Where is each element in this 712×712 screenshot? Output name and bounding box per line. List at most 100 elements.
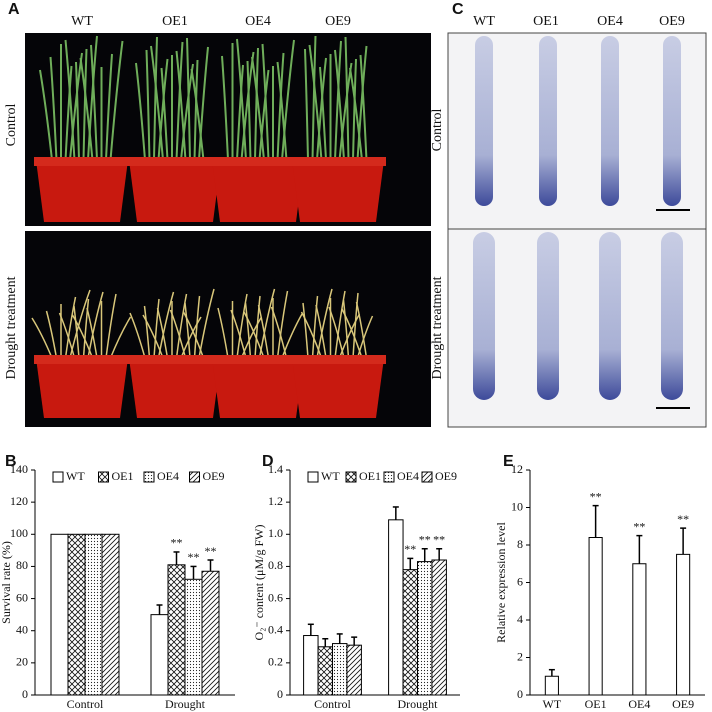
- leaf: [316, 57, 327, 161]
- leaf: [160, 67, 169, 161]
- leaf: [304, 48, 309, 161]
- leaf: [334, 40, 342, 161]
- leaf: [344, 36, 350, 161]
- row-label: Control: [430, 109, 445, 152]
- leaf: [257, 304, 270, 359]
- leaf: [258, 69, 270, 161]
- y-tick-label: 10: [511, 499, 523, 513]
- leaf: [105, 53, 113, 161]
- leaf: [186, 37, 191, 161]
- root: [473, 232, 495, 400]
- y-tick-label: 80: [16, 558, 28, 572]
- leaf: [75, 61, 80, 161]
- bar: [167, 564, 186, 696]
- leaf: [236, 38, 247, 161]
- y-tick-label: 12: [511, 462, 523, 476]
- y-tick-label: 6: [517, 574, 523, 588]
- annotation: **: [188, 550, 200, 564]
- pot: [292, 358, 384, 418]
- legend-label: WT: [66, 469, 85, 483]
- y-tick-label: 0: [22, 687, 28, 701]
- legend-swatch: [98, 471, 109, 483]
- leaf: [109, 40, 124, 161]
- legend-label: OE9: [203, 469, 225, 483]
- leaf: [71, 314, 94, 359]
- y-tick-label: 0: [517, 687, 523, 701]
- root: [539, 36, 557, 206]
- leaf: [236, 293, 248, 359]
- column-label: OE1: [533, 14, 559, 29]
- column-label: OE4: [245, 14, 271, 29]
- leaf: [145, 49, 151, 161]
- column-label: WT: [473, 14, 495, 29]
- x-tick-label: Control: [67, 697, 104, 711]
- root: [537, 232, 559, 400]
- x-tick-label: Drought: [165, 697, 206, 711]
- x-tick-label: Control: [314, 697, 351, 711]
- leaf: [39, 69, 53, 161]
- bar: [332, 643, 348, 696]
- leaf: [129, 312, 146, 359]
- leaf: [64, 39, 76, 161]
- y-tick-label: 1.2: [268, 494, 283, 508]
- leaf: [356, 315, 374, 359]
- leaf: [79, 57, 94, 161]
- pot: [292, 160, 384, 222]
- y-tick-label: 0.6: [268, 590, 283, 604]
- legend-swatch: [345, 471, 357, 483]
- y-tick-label: 40: [16, 622, 28, 636]
- leaf: [338, 313, 361, 359]
- leaf: [45, 310, 58, 359]
- panel-label: C: [452, 1, 464, 18]
- leaf: [193, 295, 201, 359]
- leaf: [64, 65, 73, 161]
- pot-rim: [290, 157, 386, 166]
- leaf: [184, 302, 191, 359]
- y-axis-label: Relative expression level: [494, 522, 508, 643]
- pot: [36, 358, 128, 418]
- panel-label: E: [503, 453, 514, 470]
- legend-label: OE4: [397, 469, 419, 483]
- leaf: [254, 295, 261, 359]
- leaf: [230, 309, 247, 359]
- pot-rim: [210, 157, 306, 166]
- leaf: [182, 311, 205, 359]
- y-tick-label: 1.0: [268, 526, 283, 540]
- legend-label: OE1: [359, 469, 381, 483]
- panel-label: B: [5, 453, 17, 470]
- y-tick-label: 0.2: [268, 655, 283, 669]
- pot: [129, 160, 221, 222]
- leaf: [31, 317, 53, 359]
- x-tick-label: Drought: [398, 697, 439, 711]
- bar: [431, 559, 447, 696]
- bar: [402, 569, 418, 696]
- y-tick-label: 8: [517, 537, 523, 551]
- leaf: [251, 56, 265, 161]
- leaf: [109, 316, 132, 359]
- y-tick-label: 0: [277, 687, 283, 701]
- leaf: [319, 66, 327, 161]
- leaf: [308, 44, 323, 161]
- pot: [129, 358, 221, 418]
- leaf: [261, 43, 270, 161]
- y-tick-label: 60: [16, 590, 28, 604]
- plants: [31, 35, 386, 418]
- column-label: OE9: [659, 14, 685, 29]
- leaf: [153, 298, 160, 359]
- leaf: [300, 311, 323, 359]
- leaf: [240, 316, 263, 359]
- leaf: [236, 64, 244, 161]
- y-tick-label: 0.4: [268, 622, 283, 636]
- leaf: [175, 50, 187, 161]
- leaf: [143, 305, 151, 359]
- leaf: [156, 307, 169, 359]
- leaf: [73, 305, 80, 359]
- legend-label: WT: [321, 469, 340, 483]
- pot-rim: [290, 355, 386, 364]
- leaf: [190, 68, 205, 161]
- leaf: [82, 298, 90, 359]
- bar: [303, 635, 319, 696]
- y-axis-label: Survival rate (%): [0, 541, 13, 624]
- root: [663, 36, 681, 206]
